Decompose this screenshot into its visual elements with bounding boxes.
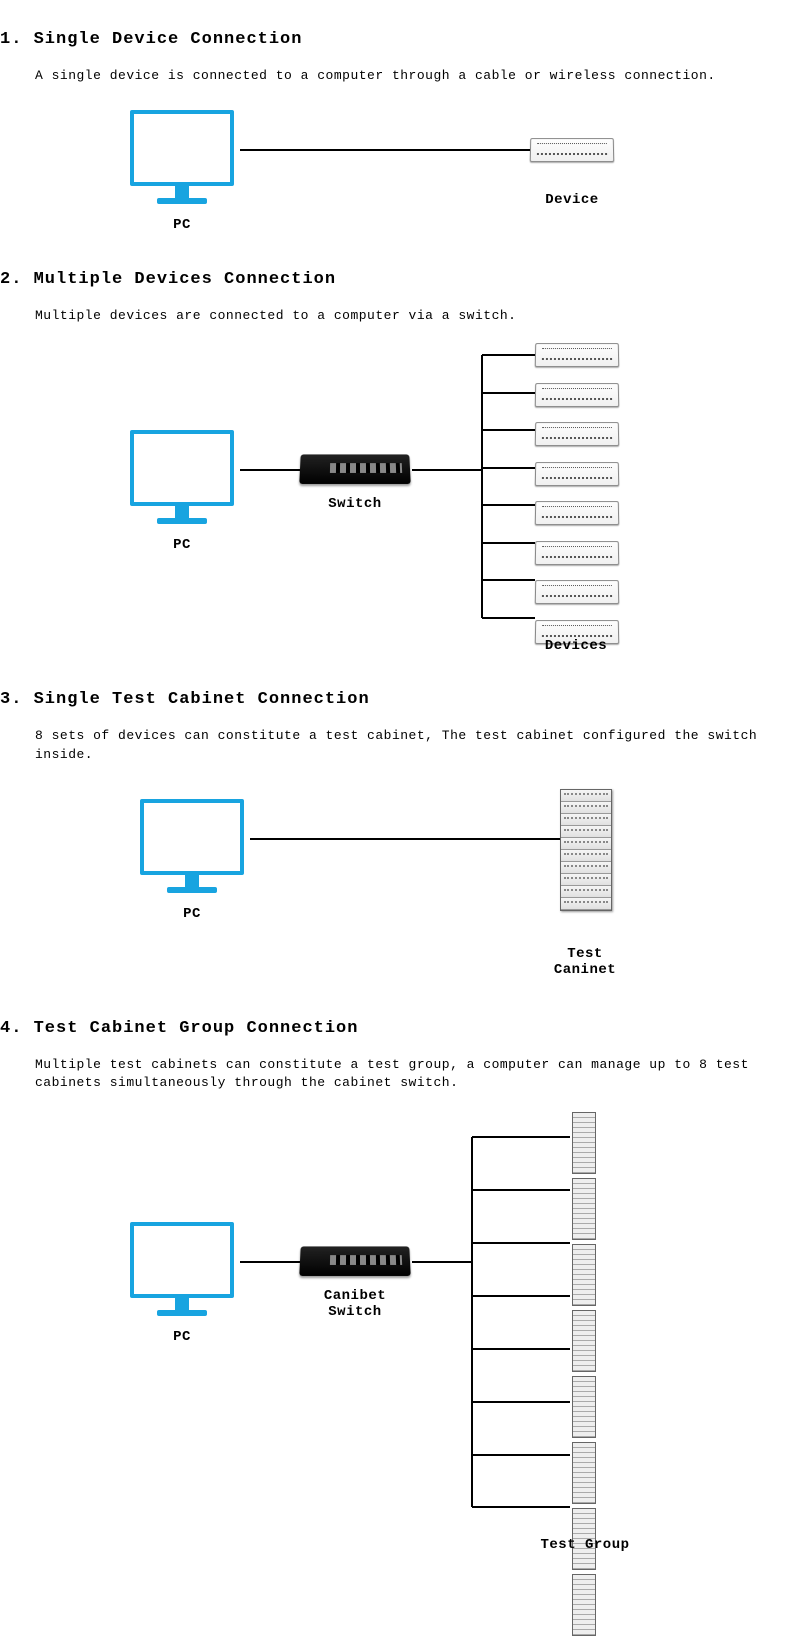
mini-cabinet-icon	[572, 1574, 596, 1636]
device-icon	[535, 501, 620, 525]
device-icon	[535, 383, 620, 407]
cabinet-slot	[561, 862, 611, 874]
cabinet-slot	[561, 850, 611, 862]
connection-line-switch-trunk	[412, 468, 482, 472]
pc-label: PC	[140, 906, 244, 922]
connection-line	[240, 148, 530, 152]
section-1-description: A single device is connected to a comput…	[0, 67, 800, 85]
cabinet-slot	[561, 898, 611, 910]
device-icon	[535, 462, 620, 486]
section-1-number: 1.	[0, 30, 22, 49]
pc-label: PC	[130, 1329, 234, 1345]
section-4-diagram: PC Canibet Switch Test Group	[0, 1107, 800, 1547]
section-2-title: Multiple Devices Connection	[34, 270, 336, 289]
section-4-description: Multiple test cabinets can constitute a …	[0, 1056, 800, 1092]
section-2-number: 2.	[0, 270, 22, 289]
cabinet-slot	[561, 874, 611, 886]
section-3-number: 3.	[0, 690, 22, 709]
switch-label: Canibet Switch	[295, 1288, 415, 1320]
mini-cabinet-icon	[572, 1376, 596, 1438]
cabinet-slot	[561, 814, 611, 826]
bus-lines	[470, 1107, 580, 1527]
section-2-heading: 2. Multiple Devices Connection	[0, 270, 800, 289]
device-label: Device	[530, 192, 614, 208]
cabinet-slot	[561, 838, 611, 850]
pc-icon: PC	[130, 1222, 234, 1345]
section-4-heading: 4. Test Cabinet Group Connection	[0, 1019, 800, 1038]
cabinet-slot	[561, 790, 611, 802]
cabinet-slot	[561, 886, 611, 898]
device-icon	[535, 343, 620, 367]
connection-line-switch-trunk	[412, 1260, 472, 1264]
device-icon: Device	[530, 138, 614, 208]
mini-cabinet-icon	[572, 1244, 596, 1306]
pc-icon: PC	[140, 799, 244, 922]
section-4-title: Test Cabinet Group Connection	[34, 1019, 359, 1038]
section-1-single-device: 1. Single Device Connection A single dev…	[0, 0, 800, 240]
section-1-diagram: PC Device	[0, 100, 800, 240]
connection-line-pc-switch	[240, 468, 300, 472]
cabinet-label: Test Caninet	[540, 946, 630, 978]
section-4-number: 4.	[0, 1019, 22, 1038]
section-1-heading: 1. Single Device Connection	[0, 30, 800, 49]
section-3-title: Single Test Cabinet Connection	[34, 690, 370, 709]
pc-icon: PC	[130, 110, 234, 233]
pc-icon: PC	[130, 430, 234, 553]
mini-cabinet-icon	[572, 1178, 596, 1240]
section-3-single-cabinet: 3. Single Test Cabinet Connection 8 sets…	[0, 690, 800, 988]
section-3-diagram: PC Test Caninet	[0, 779, 800, 989]
pc-label: PC	[130, 537, 234, 553]
section-3-heading: 3. Single Test Cabinet Connection	[0, 690, 800, 709]
switch-label: Switch	[300, 496, 410, 512]
mini-cabinet-icon	[572, 1442, 596, 1504]
switch-icon: Switch	[300, 454, 410, 512]
section-3-description: 8 sets of devices can constitute a test …	[0, 727, 800, 763]
mini-cabinet-icon	[572, 1112, 596, 1174]
group-label: Test Group	[540, 1537, 630, 1553]
switch-icon: Canibet Switch	[300, 1246, 415, 1320]
cabinet-slot	[561, 826, 611, 838]
device-icon	[535, 422, 620, 446]
section-4-cabinet-group: 4. Test Cabinet Group Connection Multipl…	[0, 1019, 800, 1547]
cabinet-stack	[572, 1112, 596, 1640]
connection-line	[250, 837, 560, 841]
section-2-diagram: PC Switch Devices	[0, 340, 800, 660]
pc-label: PC	[130, 217, 234, 233]
device-icon	[535, 580, 620, 604]
cabinet-slot	[561, 802, 611, 814]
device-icon	[535, 541, 620, 565]
cabinet-icon: Test Caninet	[560, 789, 630, 978]
section-1-title: Single Device Connection	[34, 30, 303, 49]
section-2-multiple-devices: 2. Multiple Devices Connection Multiple …	[0, 270, 800, 660]
mini-cabinet-icon	[572, 1310, 596, 1372]
devices-label: Devices	[535, 638, 617, 654]
section-2-description: Multiple devices are connected to a comp…	[0, 307, 800, 325]
device-stack	[535, 343, 619, 659]
connection-line-pc-switch	[240, 1260, 300, 1264]
